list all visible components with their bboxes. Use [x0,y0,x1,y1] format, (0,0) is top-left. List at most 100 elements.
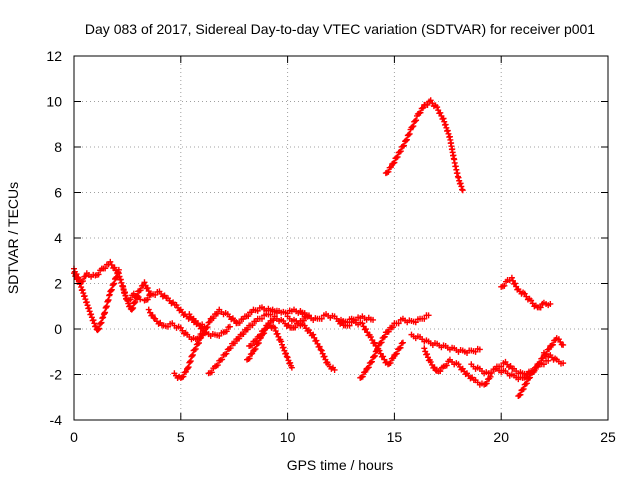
data-point [251,346,258,353]
data-point [130,304,137,311]
data-point [254,340,261,347]
data-point [270,317,277,324]
data-point [378,339,385,346]
data-point [180,373,187,380]
data-point [530,369,537,376]
data-point [365,364,372,371]
series-track-12 [284,313,338,373]
data-point [547,300,554,307]
y-tick-label: 10 [46,94,62,110]
data-point [111,280,118,287]
data-point [398,340,405,347]
data-point [427,358,434,365]
series-track-13 [297,308,377,326]
data-point [440,115,447,122]
data-point [129,305,136,312]
data-point [214,310,221,317]
data-point [249,350,256,357]
chart-title: Day 083 of 2017, Sidereal Day-to-day VTE… [85,21,595,37]
data-point [367,333,374,340]
data-point [380,353,387,360]
data-point [210,315,217,322]
data-point [437,109,444,116]
data-point [88,311,95,318]
data-point [424,101,431,108]
data-point [399,339,406,346]
series-track-17 [408,331,483,356]
data-point [420,104,427,111]
data-point [137,287,144,294]
data-point [98,319,105,326]
data-point [373,347,380,354]
data-point [108,287,115,294]
x-tick-label: 25 [600,429,616,445]
data-point [371,339,378,346]
data-point [520,385,527,392]
data-point [283,353,290,360]
data-point [192,345,199,352]
data-point [240,330,247,337]
data-point [401,142,408,149]
data-point [189,351,196,358]
data-point [359,373,366,380]
y-tick-label: 2 [54,276,62,292]
series-track-07 [186,311,233,339]
data-point [137,296,144,303]
data-point [145,306,152,313]
data-point [184,364,191,371]
data-point [362,368,369,375]
data-point [96,325,103,332]
data-point [75,274,82,281]
series-track-11 [244,320,295,371]
data-point [73,271,80,278]
data-point [227,345,234,352]
data-point [560,360,567,367]
x-tick-label: 10 [280,429,296,445]
series-track-05 [145,306,206,343]
data-point [282,350,289,357]
data-point [410,123,417,130]
data-point [501,282,508,289]
data-point [245,313,252,320]
data-point [458,183,465,190]
data-point [512,280,519,287]
data-point [255,339,262,346]
data-point [310,331,317,338]
data-point [236,319,243,326]
data-point [318,315,325,322]
data-point [313,337,320,344]
data-point [195,339,202,346]
data-point [131,299,138,306]
data-point [413,117,420,124]
data-point [257,334,264,341]
data-point [261,330,268,337]
data-point [409,123,416,130]
data-point [527,374,534,381]
data-point [457,180,464,187]
data-point [316,343,323,350]
data-point [132,298,139,305]
data-point [208,369,215,376]
data-point [246,355,253,362]
data-point [421,315,428,322]
data-point [381,333,388,340]
data-point [412,118,419,124]
data-point [144,284,151,291]
data-point [488,369,495,376]
data-point [363,326,370,333]
data-point [226,323,233,330]
data-point [81,292,88,299]
data-point [560,341,567,348]
data-point [204,324,211,331]
y-tick-label: 8 [54,139,62,155]
data-point [185,364,192,371]
data-point [144,296,151,303]
data-point [134,292,141,299]
data-point [113,274,120,281]
data-point [288,364,295,371]
data-point [459,187,466,194]
data-point [537,359,544,366]
y-tick-label: 0 [54,321,62,337]
data-point [533,364,540,371]
